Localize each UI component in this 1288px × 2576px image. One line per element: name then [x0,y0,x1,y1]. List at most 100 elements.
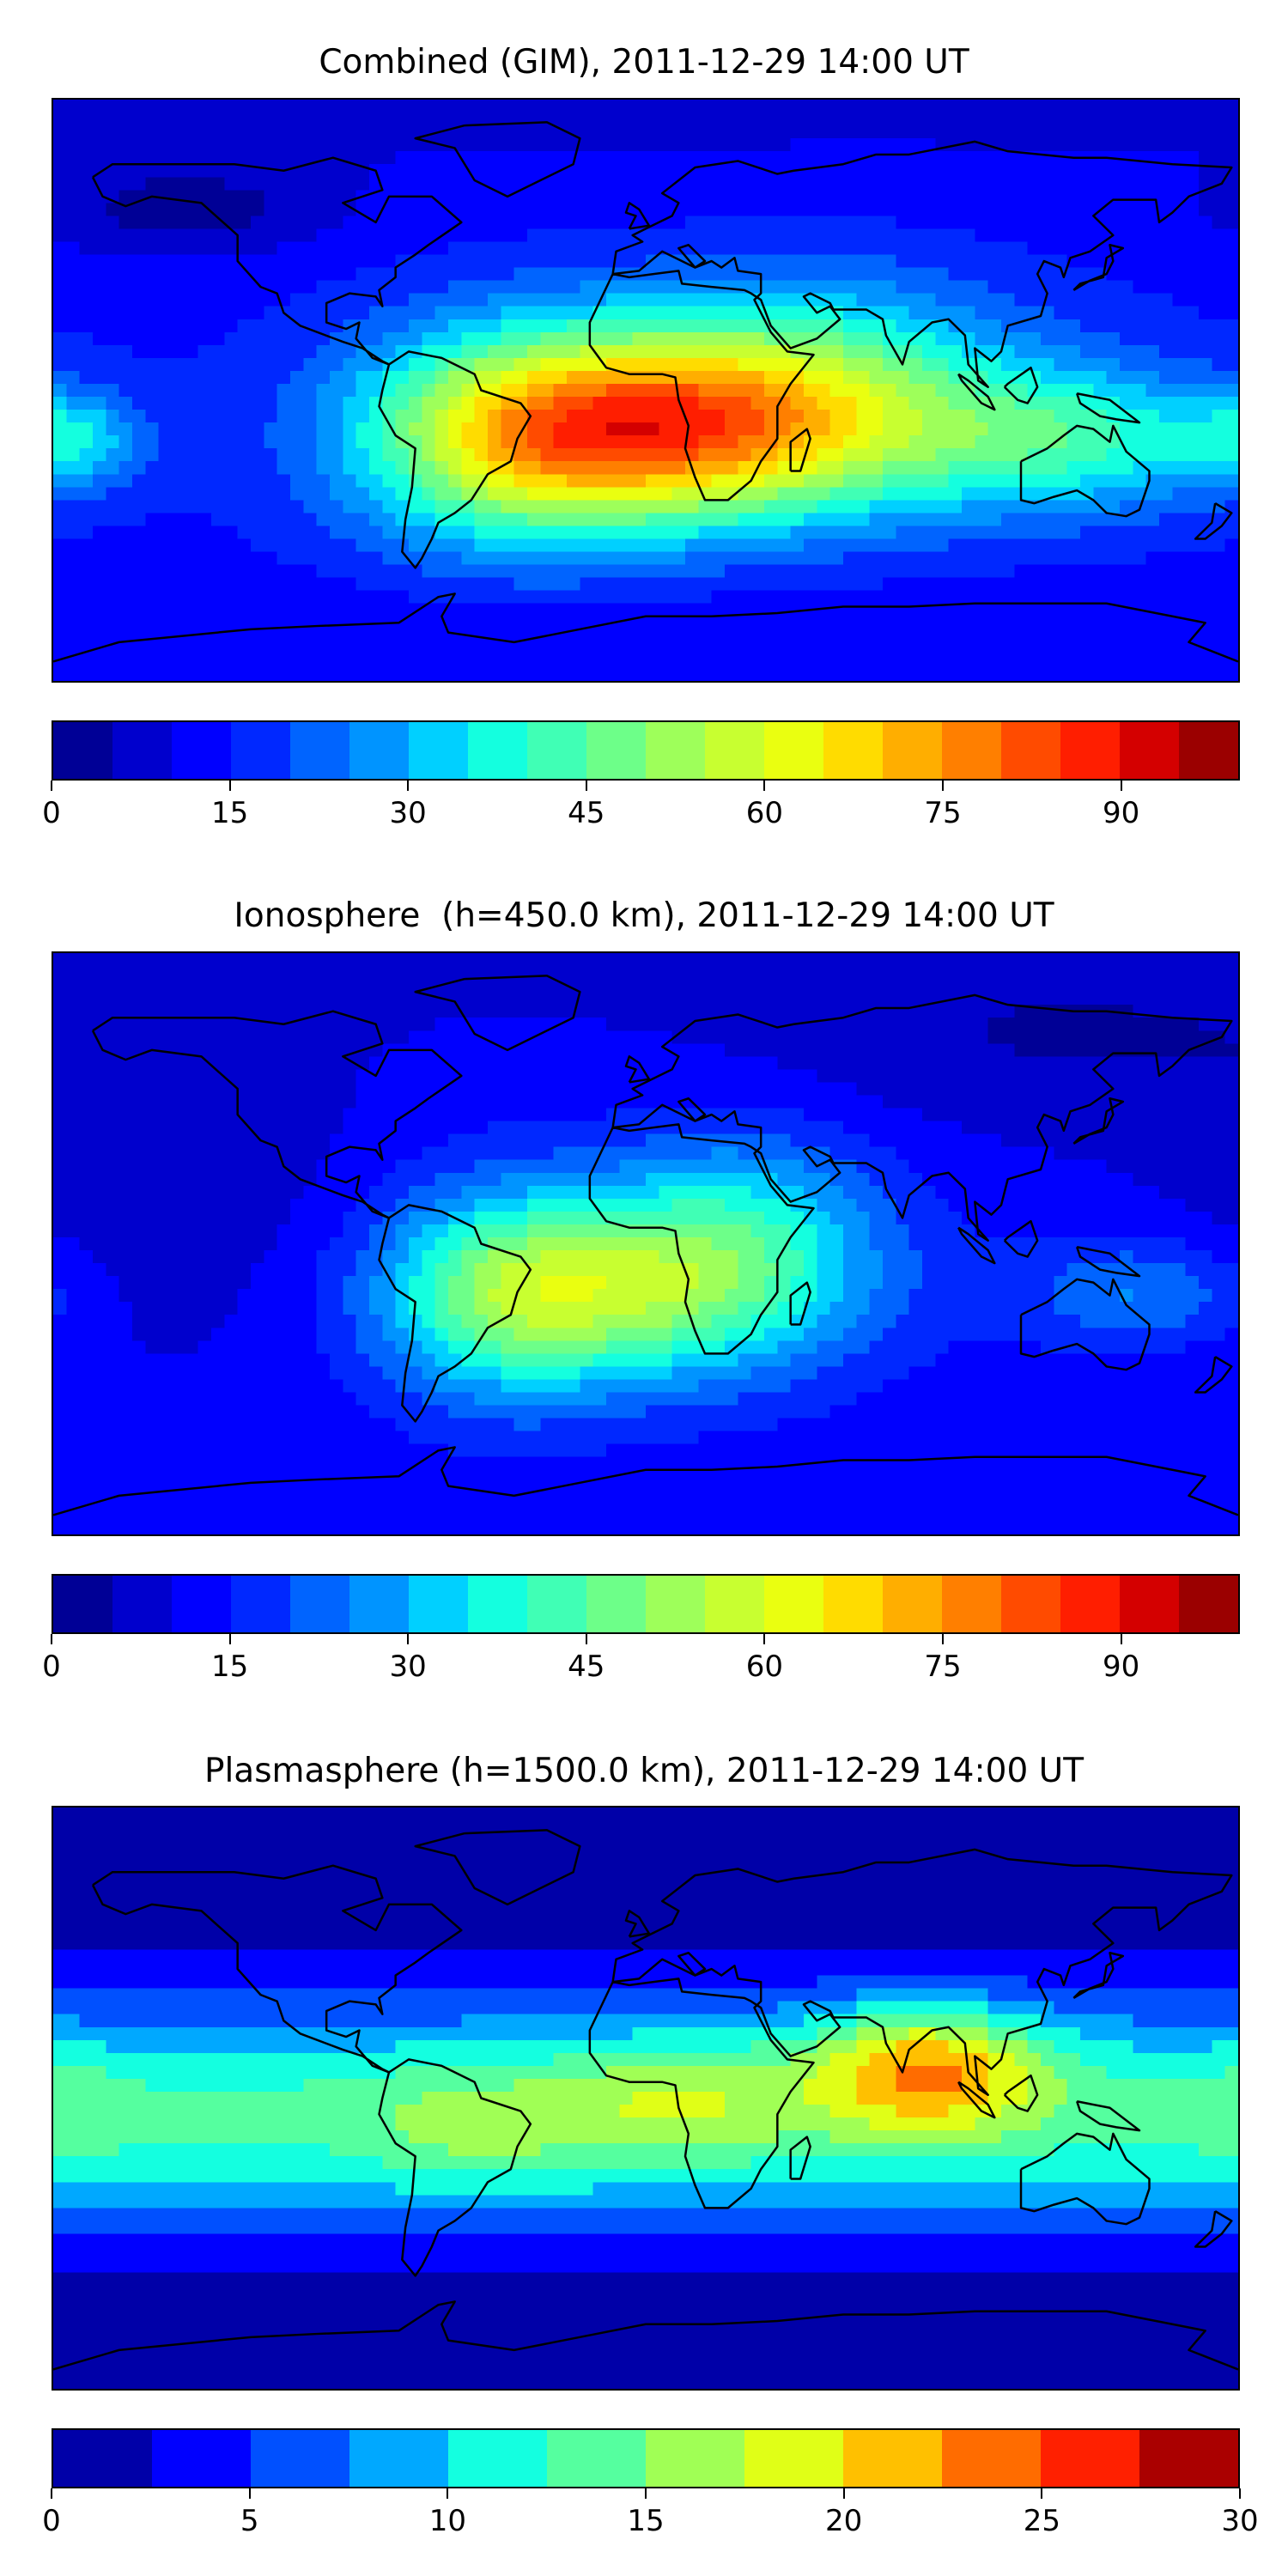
field-cell [711,410,726,424]
field-cell [777,241,792,256]
field-cell [725,138,739,153]
field-cell [1066,422,1082,437]
field-cell [777,513,792,527]
field-cell [276,410,292,424]
field-cell [592,1030,608,1045]
field-cell [540,979,555,993]
field-cell [185,203,199,217]
field-cell [158,306,173,320]
field-cell [527,254,542,269]
field-cell [132,357,147,373]
field-cell [488,125,502,140]
field-cell [829,228,845,243]
field-cell [1185,125,1200,140]
field-cell [224,953,239,968]
field-cell [685,151,700,166]
field-cell [224,1005,239,1019]
field-cell [501,241,515,256]
field-cell [790,590,805,605]
field-cell [592,331,608,346]
field-cell [1159,125,1174,140]
field-cell [461,151,476,166]
field-cell [501,410,515,424]
field-cell [474,1056,489,1071]
field-cell [1224,577,1238,592]
field-cell [962,500,976,514]
field-cell [606,551,621,566]
field-cell [211,370,226,386]
field-cell [185,125,199,140]
field-cell [567,551,581,566]
field-cell [1093,966,1108,981]
field-cell [711,267,726,282]
field-cell [1172,357,1187,373]
colorbar-bin [349,722,409,779]
field-cell [106,319,120,333]
field-cell [237,500,252,514]
field-cell [856,306,871,320]
field-cell [553,590,568,605]
field-cell [501,306,515,320]
field-cell [395,979,410,993]
field-cell [382,1018,397,1032]
field-cell [764,953,779,968]
field-cell [53,667,68,681]
field-cell [975,331,989,346]
field-cell [211,125,226,140]
field-cell [1185,966,1200,981]
field-cell [1054,1018,1068,1032]
field-cell [1185,112,1200,127]
field-cell [1133,992,1147,1006]
field-cell [251,241,265,256]
field-cell [290,331,305,346]
field-cell [1145,280,1161,295]
colorbar-bin [764,722,823,779]
field-cell [1159,526,1174,540]
field-cell [501,487,515,501]
coastlines [53,122,1238,661]
field-cell [237,228,252,243]
field-cell [118,410,134,424]
field-cell [843,422,858,437]
field-cell [224,164,239,179]
field-cell [1066,112,1082,127]
field-cell [251,953,265,968]
field-cell [1212,293,1226,307]
field-cell [606,177,621,191]
field-cell [145,629,160,643]
field-cell [501,603,515,617]
field-cell [145,435,160,450]
field-cell [725,100,739,114]
field-cell [1120,293,1134,307]
field-cell [987,667,1003,681]
field-cell [197,267,213,282]
field-cell [1054,1056,1068,1071]
field-cell [777,1056,792,1071]
field-cell [962,397,976,411]
field-cell [856,100,871,114]
field-cell [817,500,831,514]
field-cell [750,1030,766,1045]
field-cell [172,474,186,489]
field-cell [343,280,357,295]
field-cell [369,267,384,282]
field-cell [355,254,371,269]
field-cell [619,293,634,307]
field-cell [66,513,81,527]
field-cell [698,319,713,333]
field-cell [118,551,134,566]
field-cell [474,448,489,463]
field-cell [1145,112,1161,127]
field-cell [316,629,331,643]
field-cell [66,966,81,981]
field-cell [369,992,384,1006]
field-cell [725,1030,739,1045]
field-cell [1120,654,1134,670]
field-cell [1199,331,1213,346]
field-cell [145,319,160,333]
field-cell [527,422,542,437]
field-cell [118,487,134,501]
field-cell [606,500,621,514]
field-cell [632,138,647,153]
field-cell [409,397,423,411]
